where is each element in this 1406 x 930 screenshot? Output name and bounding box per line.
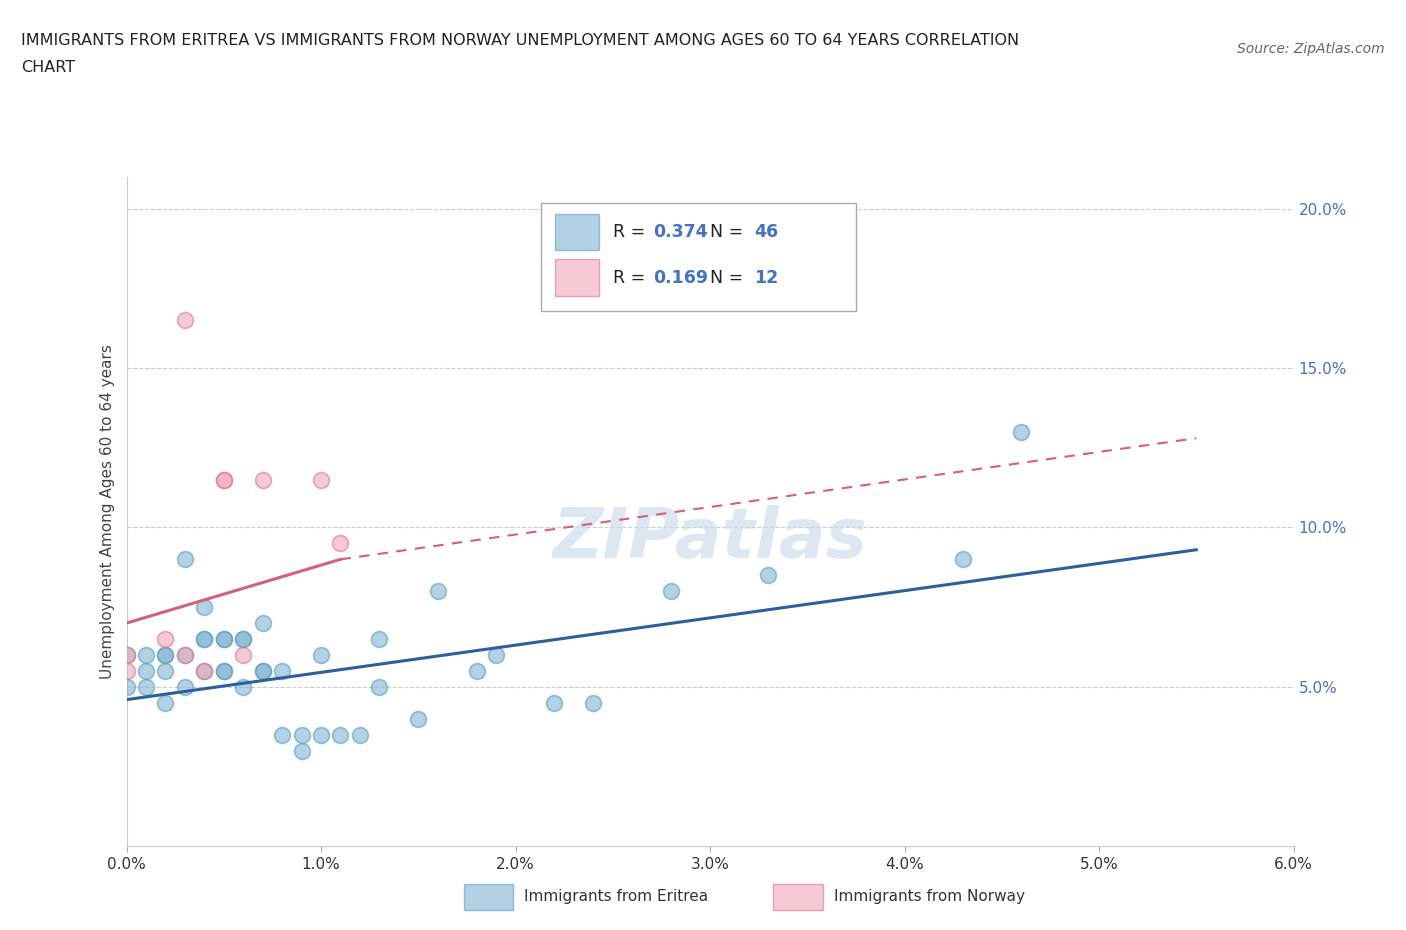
Point <box>135 663 157 678</box>
Point <box>174 551 197 566</box>
Text: ZIPatlas: ZIPatlas <box>553 505 868 572</box>
Point <box>115 647 138 662</box>
Point <box>426 584 449 599</box>
Point <box>1010 424 1032 439</box>
Point <box>659 584 682 599</box>
Point <box>252 472 274 487</box>
Point <box>135 680 157 695</box>
Point <box>309 727 332 742</box>
Point <box>252 663 274 678</box>
Point <box>252 663 274 678</box>
Point <box>212 472 235 487</box>
Point <box>329 727 352 742</box>
Point <box>485 647 508 662</box>
Point <box>155 696 177 711</box>
Point <box>155 631 177 646</box>
Text: R =: R = <box>613 223 651 241</box>
Point <box>115 680 138 695</box>
Point <box>193 600 215 615</box>
Point <box>543 696 565 711</box>
Point <box>290 727 312 742</box>
Text: Immigrants from Eritrea: Immigrants from Eritrea <box>524 889 709 904</box>
Point <box>155 647 177 662</box>
Point <box>193 663 215 678</box>
Point <box>212 631 235 646</box>
Point <box>174 312 197 327</box>
Text: 0.374: 0.374 <box>652 223 707 241</box>
Point <box>408 711 430 726</box>
Point <box>155 663 177 678</box>
Point <box>174 647 197 662</box>
Point <box>115 663 138 678</box>
Point <box>349 727 371 742</box>
Point <box>329 536 352 551</box>
Text: 46: 46 <box>755 223 779 241</box>
Point <box>232 680 254 695</box>
Point <box>756 568 779 583</box>
Point <box>115 647 138 662</box>
Point <box>212 472 235 487</box>
Point <box>465 663 488 678</box>
Point <box>309 472 332 487</box>
Point <box>582 696 605 711</box>
Text: Immigrants from Norway: Immigrants from Norway <box>834 889 1025 904</box>
Point <box>174 647 197 662</box>
Text: 0.169: 0.169 <box>652 269 707 286</box>
Point <box>193 631 215 646</box>
Point <box>174 680 197 695</box>
Point <box>232 647 254 662</box>
Point <box>368 631 391 646</box>
FancyBboxPatch shape <box>555 214 599 250</box>
FancyBboxPatch shape <box>555 259 599 296</box>
Text: 12: 12 <box>755 269 779 286</box>
Point <box>271 727 294 742</box>
Point <box>368 680 391 695</box>
FancyBboxPatch shape <box>541 204 856 311</box>
Point <box>271 663 294 678</box>
Point <box>232 631 254 646</box>
Point <box>309 647 332 662</box>
Point <box>155 647 177 662</box>
Text: Source: ZipAtlas.com: Source: ZipAtlas.com <box>1237 42 1385 56</box>
Text: CHART: CHART <box>21 60 75 75</box>
Point <box>193 631 215 646</box>
Text: R =: R = <box>613 269 651 286</box>
Point <box>135 647 157 662</box>
Text: N =: N = <box>710 223 749 241</box>
Point <box>212 663 235 678</box>
Point <box>252 616 274 631</box>
Point <box>212 663 235 678</box>
Point <box>212 631 235 646</box>
Text: N =: N = <box>710 269 749 286</box>
Text: IMMIGRANTS FROM ERITREA VS IMMIGRANTS FROM NORWAY UNEMPLOYMENT AMONG AGES 60 TO : IMMIGRANTS FROM ERITREA VS IMMIGRANTS FR… <box>21 33 1019 47</box>
Point <box>290 743 312 758</box>
Point <box>952 551 974 566</box>
Y-axis label: Unemployment Among Ages 60 to 64 years: Unemployment Among Ages 60 to 64 years <box>100 344 115 679</box>
Point <box>193 663 215 678</box>
Point <box>232 631 254 646</box>
